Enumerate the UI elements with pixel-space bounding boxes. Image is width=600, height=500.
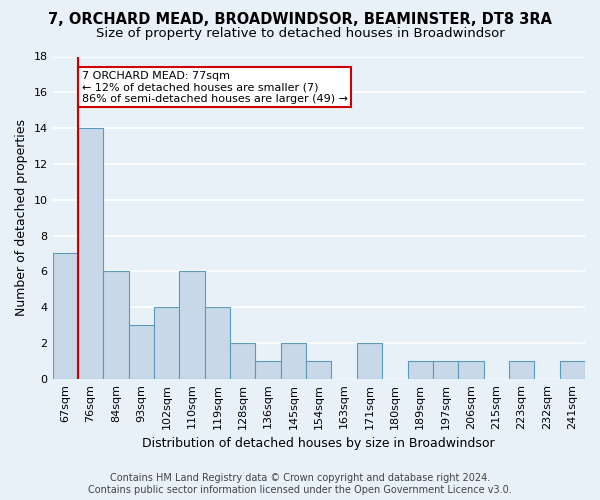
Bar — [256, 361, 281, 379]
Bar — [230, 343, 256, 379]
Bar — [306, 361, 331, 379]
Text: Size of property relative to detached houses in Broadwindsor: Size of property relative to detached ho… — [95, 28, 505, 40]
X-axis label: Distribution of detached houses by size in Broadwindsor: Distribution of detached houses by size … — [142, 437, 495, 450]
Bar — [53, 254, 78, 379]
Bar — [179, 272, 205, 379]
Text: 7 ORCHARD MEAD: 77sqm
← 12% of detached houses are smaller (7)
86% of semi-detac: 7 ORCHARD MEAD: 77sqm ← 12% of detached … — [82, 71, 348, 104]
Bar — [560, 361, 585, 379]
Bar — [407, 361, 433, 379]
Y-axis label: Number of detached properties: Number of detached properties — [15, 119, 28, 316]
Bar — [78, 128, 103, 379]
Bar — [281, 343, 306, 379]
Bar — [103, 272, 128, 379]
Bar — [154, 307, 179, 379]
Bar — [205, 307, 230, 379]
Text: Contains HM Land Registry data © Crown copyright and database right 2024.
Contai: Contains HM Land Registry data © Crown c… — [88, 474, 512, 495]
Text: 7, ORCHARD MEAD, BROADWINDSOR, BEAMINSTER, DT8 3RA: 7, ORCHARD MEAD, BROADWINDSOR, BEAMINSTE… — [48, 12, 552, 28]
Bar — [357, 343, 382, 379]
Bar — [128, 325, 154, 379]
Bar — [509, 361, 534, 379]
Bar — [433, 361, 458, 379]
Bar — [458, 361, 484, 379]
